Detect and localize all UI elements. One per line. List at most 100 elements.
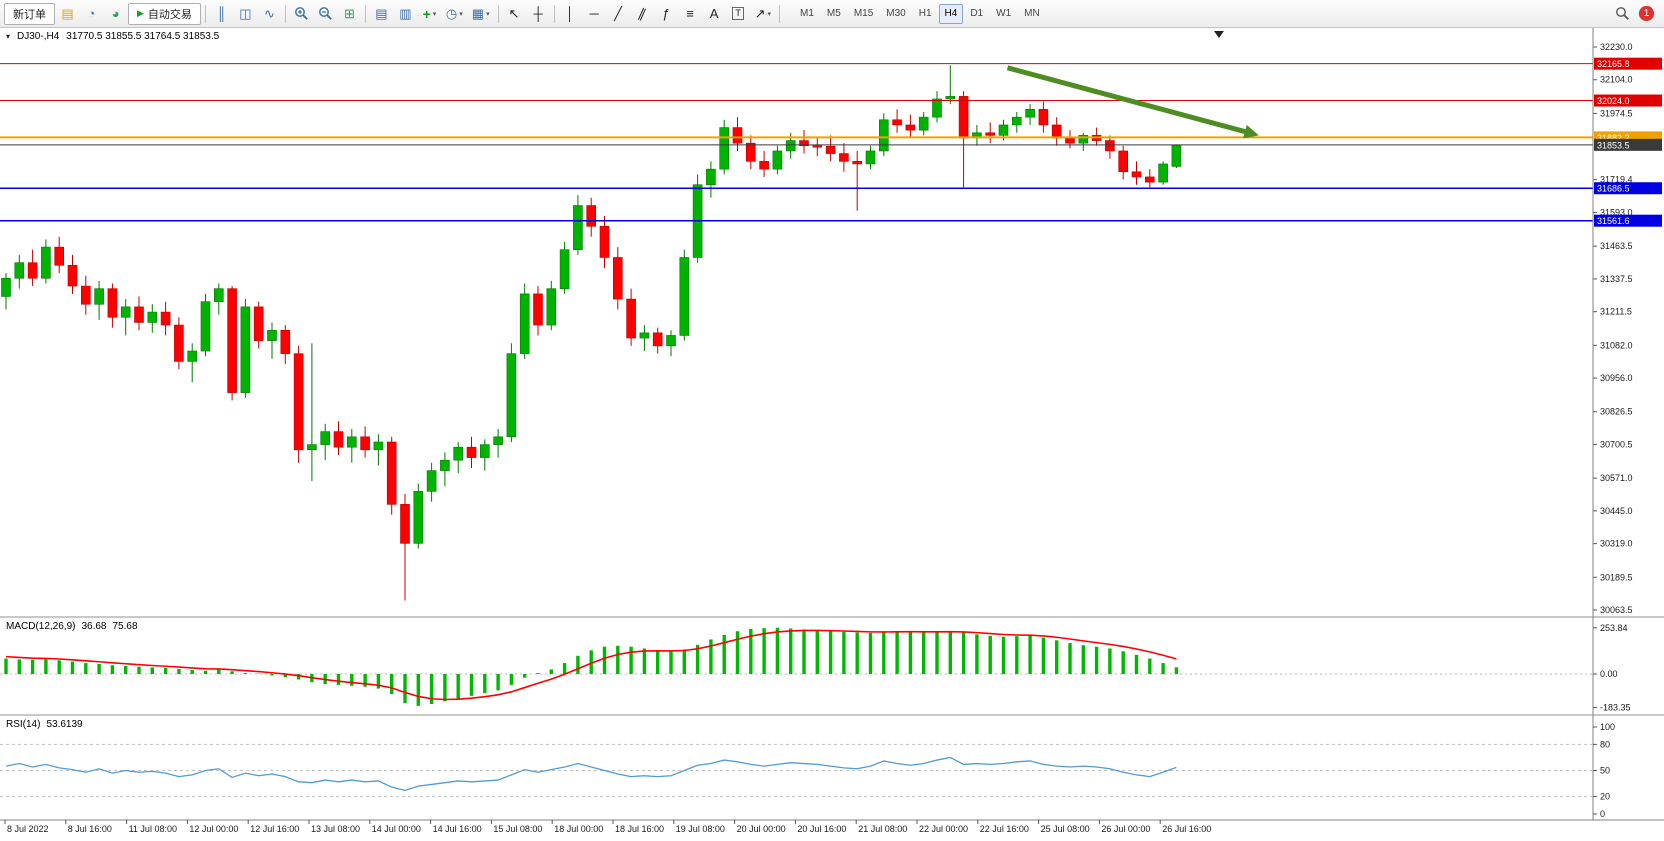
tile-vertical-icon[interactable]: ▥ — [394, 3, 417, 25]
chart-canvas[interactable]: 32230.0 32104.0 31974.5 31719.4 31593.0 31463… — [0, 28, 1664, 841]
rsi-scale-label: 100 — [1600, 722, 1615, 732]
collapse-one-click-icon[interactable]: ▾ — [6, 32, 11, 41]
candle-body — [799, 140, 809, 147]
community-icon[interactable]: ◕ — [104, 3, 127, 25]
candle-body — [466, 446, 477, 458]
time-axis-label: 26 Jul 16:00 — [1162, 824, 1211, 834]
dropdown-caret-icon: ▾ — [486, 10, 490, 18]
line-chart-icon[interactable]: ∿ — [258, 3, 281, 25]
bars-chart-icon[interactable]: ║ — [210, 3, 233, 25]
vertical-line-icon[interactable]: │ — [559, 3, 582, 25]
time-axis-label: 22 Jul 00:00 — [919, 824, 968, 834]
tile-windows-icon[interactable]: ⊞ — [338, 3, 361, 25]
candle-body — [94, 288, 104, 305]
candles-chart-icon[interactable]: ◫ — [234, 3, 257, 25]
candle-body — [253, 306, 264, 341]
price-axis-label: 32104.0 — [1600, 75, 1633, 85]
price-axis-label: 31593.0 — [1600, 208, 1633, 218]
macd-scale-label: 253.84 — [1600, 623, 1628, 633]
timeframe-m1[interactable]: M1 — [800, 8, 814, 19]
candle-body — [839, 153, 849, 162]
zoom-in-icon[interactable] — [290, 3, 313, 25]
candle-body — [985, 132, 996, 136]
price-axis-label: 30063.5 — [1600, 605, 1633, 615]
timeframe-m30[interactable]: M30 — [886, 8, 906, 19]
candle-body — [679, 257, 690, 336]
trend-arrow-line[interactable] — [1006, 65, 1250, 136]
macd-scale-label: -183.35 — [1600, 702, 1631, 712]
arrows-icon[interactable]: ↗ ▾ — [751, 3, 775, 25]
resistance-2-price-tag-text: 32024.0 — [1597, 96, 1630, 106]
rsi-scale-label: 50 — [1600, 766, 1610, 776]
candle-body — [134, 306, 144, 323]
price-axis-label: 30189.5 — [1600, 572, 1633, 582]
autotrading-button[interactable]: ▶ 自动交易 — [128, 2, 201, 25]
candle-body — [1105, 140, 1115, 152]
timeframe-h4[interactable]: H4 — [938, 3, 964, 24]
timeframe-w1[interactable]: W1 — [996, 8, 1012, 19]
candle-body — [1051, 124, 1062, 139]
toolbar-separator — [497, 4, 499, 23]
trend-arrow-head[interactable] — [1243, 124, 1259, 139]
candle-body — [852, 161, 863, 165]
rsi-indicator-label: RSI(14) 53.6139 — [6, 719, 83, 730]
candle-body — [573, 205, 583, 250]
candle-body — [54, 246, 65, 266]
candle-body — [107, 288, 118, 318]
timeframe-m5[interactable]: M5 — [826, 8, 841, 19]
tile-horizontal-icon[interactable]: ▤ — [370, 3, 393, 25]
text-icon[interactable]: A — [703, 3, 726, 25]
fibo-levels-icon[interactable]: ≡ — [679, 3, 702, 25]
time-axis-label: 19 Jul 08:00 — [676, 824, 725, 834]
timeframe-mn[interactable]: MN — [1024, 8, 1040, 19]
channel-icon[interactable]: ∥ — [631, 3, 654, 25]
crosshair-icon[interactable]: ┼ — [527, 3, 550, 25]
arrows-icon: ↗ — [754, 6, 766, 21]
candle-body — [666, 335, 676, 347]
candle-body — [479, 444, 490, 458]
trendline-icon[interactable]: ╱ — [607, 3, 630, 25]
tick-chart-icon[interactable]: ▤ — [56, 3, 79, 25]
new-order-button[interactable]: 新订单 — [4, 2, 55, 25]
template-icon[interactable]: ▦ ▾ — [468, 3, 494, 25]
candle-body — [426, 470, 437, 492]
depth-of-market-icon[interactable]: ◔ — [80, 3, 103, 25]
chart-ohlc: 31770.5 31855.5 31764.5 31853.5 — [66, 31, 220, 42]
fibonacci-icon[interactable]: ƒ — [655, 3, 678, 25]
time-axis-label: 12 Jul 16:00 — [250, 824, 299, 834]
macd-scale-label: 0.00 — [1600, 669, 1618, 679]
price-axis-label: 31719.4 — [1600, 175, 1633, 185]
candle-body — [652, 332, 663, 347]
dropdown-caret-icon: ▾ — [767, 10, 772, 18]
candle-body — [1145, 176, 1155, 183]
candle-body — [240, 306, 251, 393]
rsi-line — [5, 756, 1177, 792]
text-label-icon[interactable]: T — [727, 3, 750, 25]
candle-body — [599, 226, 610, 258]
chart-title: ▾ DJ30-,H4 31770.5 31855.5 31764.5 31853… — [6, 31, 219, 42]
zoom-in-icon-glyph — [295, 7, 308, 20]
add-indicator-icon[interactable]: + ▾ — [418, 3, 441, 25]
candle-body — [81, 285, 91, 305]
notifications-badge[interactable]: 1 — [1639, 6, 1654, 21]
candle-body — [878, 119, 889, 152]
horizontal-line-icon[interactable]: ─ — [583, 3, 606, 25]
timeframe-h1[interactable]: H1 — [918, 8, 932, 19]
search-icon[interactable] — [1611, 3, 1634, 25]
candle-body — [27, 262, 38, 279]
price-axis-label: 31082.0 — [1600, 340, 1633, 350]
candle-body — [825, 145, 836, 154]
candle-body — [1158, 163, 1168, 183]
support-1-price-tag — [1594, 182, 1662, 195]
timeframe-d1[interactable]: D1 — [970, 8, 984, 19]
time-axis-label: 18 Jul 00:00 — [554, 824, 603, 834]
period-selector-icon[interactable]: ◷ ▾ — [442, 3, 467, 25]
candle-body — [493, 436, 503, 445]
zoom-out-icon[interactable] — [314, 3, 337, 25]
autotrading-play-icon: ▶ — [137, 8, 144, 18]
chart-shift-marker-icon[interactable] — [1213, 31, 1224, 38]
cursor-icon[interactable]: ↖ — [503, 3, 526, 25]
timeframe-m15[interactable]: M15 — [853, 8, 874, 19]
toolbar-separator — [284, 4, 286, 23]
